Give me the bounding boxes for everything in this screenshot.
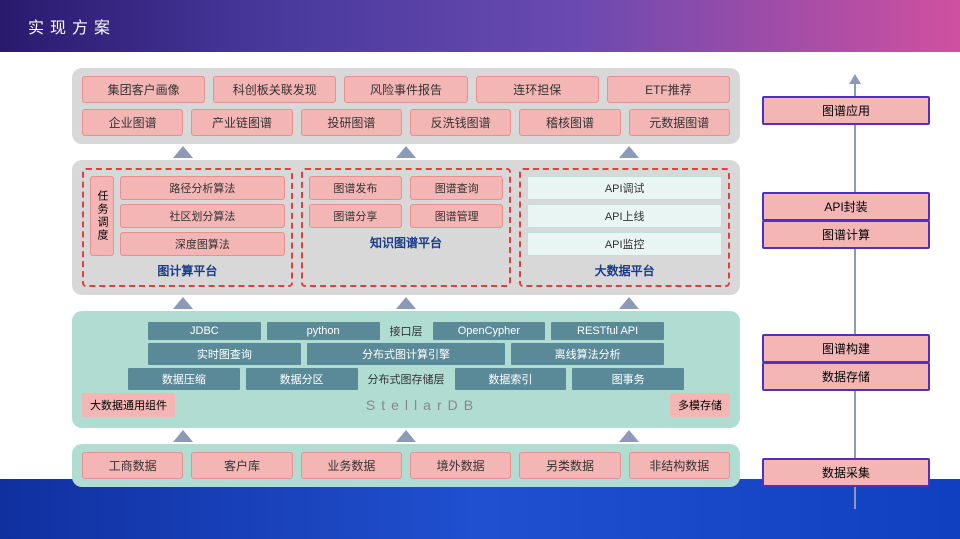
stage-arrow-icon bbox=[849, 74, 861, 84]
task-scheduler: 任务调度 bbox=[90, 176, 114, 256]
stage: 数据存储 bbox=[762, 362, 930, 391]
eng-2: 分布式图计算引擎 bbox=[307, 343, 506, 365]
page-title: 实现方案 bbox=[28, 14, 116, 38]
pill: 深度图算法 bbox=[120, 232, 285, 256]
eng-1: 实时图查询 bbox=[148, 343, 301, 365]
badge-left: 大数据通用组件 bbox=[82, 393, 175, 417]
pill: 企业图谱 bbox=[82, 109, 183, 136]
main: 集团客户画像科创板关联发现风险事件报告连环担保 ETF推荐 企业图谱产业链图谱投研… bbox=[0, 52, 960, 539]
pill: 境外数据 bbox=[410, 452, 511, 479]
if-opencypher: OpenCypher bbox=[433, 322, 546, 340]
arrows-1 bbox=[72, 148, 740, 158]
chip: API监控 bbox=[527, 232, 722, 256]
if-python: python bbox=[267, 322, 380, 340]
pill: 另类数据 bbox=[519, 452, 620, 479]
stage: 图谱构建 bbox=[762, 334, 930, 363]
interface-row: JDBC python 接口层 OpenCypher RESTful API bbox=[82, 322, 730, 340]
pill: 路径分析算法 bbox=[120, 176, 285, 200]
platform-bigdata-title: 大数据平台 bbox=[527, 262, 722, 279]
pill: 产业链图谱 bbox=[191, 109, 292, 136]
stellar-panel: JDBC python 接口层 OpenCypher RESTful API 实… bbox=[72, 311, 740, 428]
pill: ETF推荐 bbox=[607, 76, 730, 103]
chip: API调试 bbox=[527, 176, 722, 200]
pill: 图谱查询 bbox=[410, 176, 503, 200]
pill: 客户库 bbox=[191, 452, 292, 479]
if-rest: RESTful API bbox=[551, 322, 664, 340]
chip: API上线 bbox=[527, 204, 722, 228]
apps-row-1: 集团客户画像科创板关联发现风险事件报告连环担保 ETF推荐 bbox=[82, 76, 730, 103]
pill: 元数据图谱 bbox=[629, 109, 730, 136]
st-2: 数据分区 bbox=[246, 368, 358, 390]
platform-bigdata: API调试 API上线 API监控 大数据平台 bbox=[519, 168, 730, 287]
platform-kg: 图谱发布图谱查询图谱分享图谱管理 知识图谱平台 bbox=[301, 168, 512, 287]
sources-panel: 工商数据客户库业务数据境外数据另类数据非结构数据 bbox=[72, 444, 740, 487]
st-4: 图事务 bbox=[572, 368, 684, 390]
st-3: 数据索引 bbox=[455, 368, 567, 390]
apps-row-2: 企业图谱产业链图谱投研图谱反洗钱图谱稽核图谱元数据图谱 bbox=[82, 109, 730, 136]
badge-right: 多模存储 bbox=[670, 393, 730, 417]
pill: 连环担保 bbox=[476, 76, 599, 103]
if-label: 接口层 bbox=[386, 323, 427, 339]
left-column: 集团客户画像科创板关联发现风险事件报告连环担保 ETF推荐 企业图谱产业链图谱投研… bbox=[0, 52, 750, 539]
eng-3: 离线算法分析 bbox=[511, 343, 664, 365]
pill: 反洗钱图谱 bbox=[410, 109, 511, 136]
pill: 图谱管理 bbox=[410, 204, 503, 228]
stellar-title-row: 大数据通用组件 StellarDB 多模存储 bbox=[82, 393, 730, 417]
stage: 数据采集 bbox=[762, 458, 930, 487]
pill: 社区划分算法 bbox=[120, 204, 285, 228]
pill: 风险事件报告 bbox=[344, 76, 467, 103]
pill: 工商数据 bbox=[82, 452, 183, 479]
arrows-2 bbox=[72, 299, 740, 309]
platform-compute: 任务调度 路径分析算法社区划分算法深度图算法 图计算平台 bbox=[82, 168, 293, 287]
stage: 图谱计算 bbox=[762, 220, 930, 249]
right-column: 图谱应用 API封装图谱计算图谱构建数据存储数据采集 bbox=[750, 52, 960, 539]
pill: 图谱发布 bbox=[309, 176, 402, 200]
if-jdbc: JDBC bbox=[148, 322, 261, 340]
st-1: 数据压缩 bbox=[128, 368, 240, 390]
stage: 图谱应用 bbox=[762, 96, 930, 125]
pill: 图谱分享 bbox=[309, 204, 402, 228]
pill: 投研图谱 bbox=[301, 109, 402, 136]
platforms-panel: 任务调度 路径分析算法社区划分算法深度图算法 图计算平台 图谱发布图谱查询图谱分… bbox=[72, 160, 740, 295]
stellar-title: StellarDB bbox=[181, 397, 664, 413]
pill: 稽核图谱 bbox=[519, 109, 620, 136]
arrows-3 bbox=[72, 432, 740, 442]
stage-line bbox=[854, 82, 856, 509]
pill: 集团客户画像 bbox=[82, 76, 205, 103]
st-label: 分布式图存储层 bbox=[364, 371, 449, 387]
header: 实现方案 bbox=[0, 0, 960, 52]
pill: 非结构数据 bbox=[629, 452, 730, 479]
engine-row: 实时图查询 分布式图计算引擎 离线算法分析 bbox=[82, 343, 730, 365]
apps-panel: 集团客户画像科创板关联发现风险事件报告连环担保 ETF推荐 企业图谱产业链图谱投研… bbox=[72, 68, 740, 144]
pill: 业务数据 bbox=[301, 452, 402, 479]
storage-row: 数据压缩 数据分区 分布式图存储层 数据索引 图事务 bbox=[82, 368, 730, 390]
platform-compute-title: 图计算平台 bbox=[90, 262, 285, 279]
stage: API封装 bbox=[762, 192, 930, 221]
platform-kg-title: 知识图谱平台 bbox=[309, 234, 504, 251]
pill: 科创板关联发现 bbox=[213, 76, 336, 103]
